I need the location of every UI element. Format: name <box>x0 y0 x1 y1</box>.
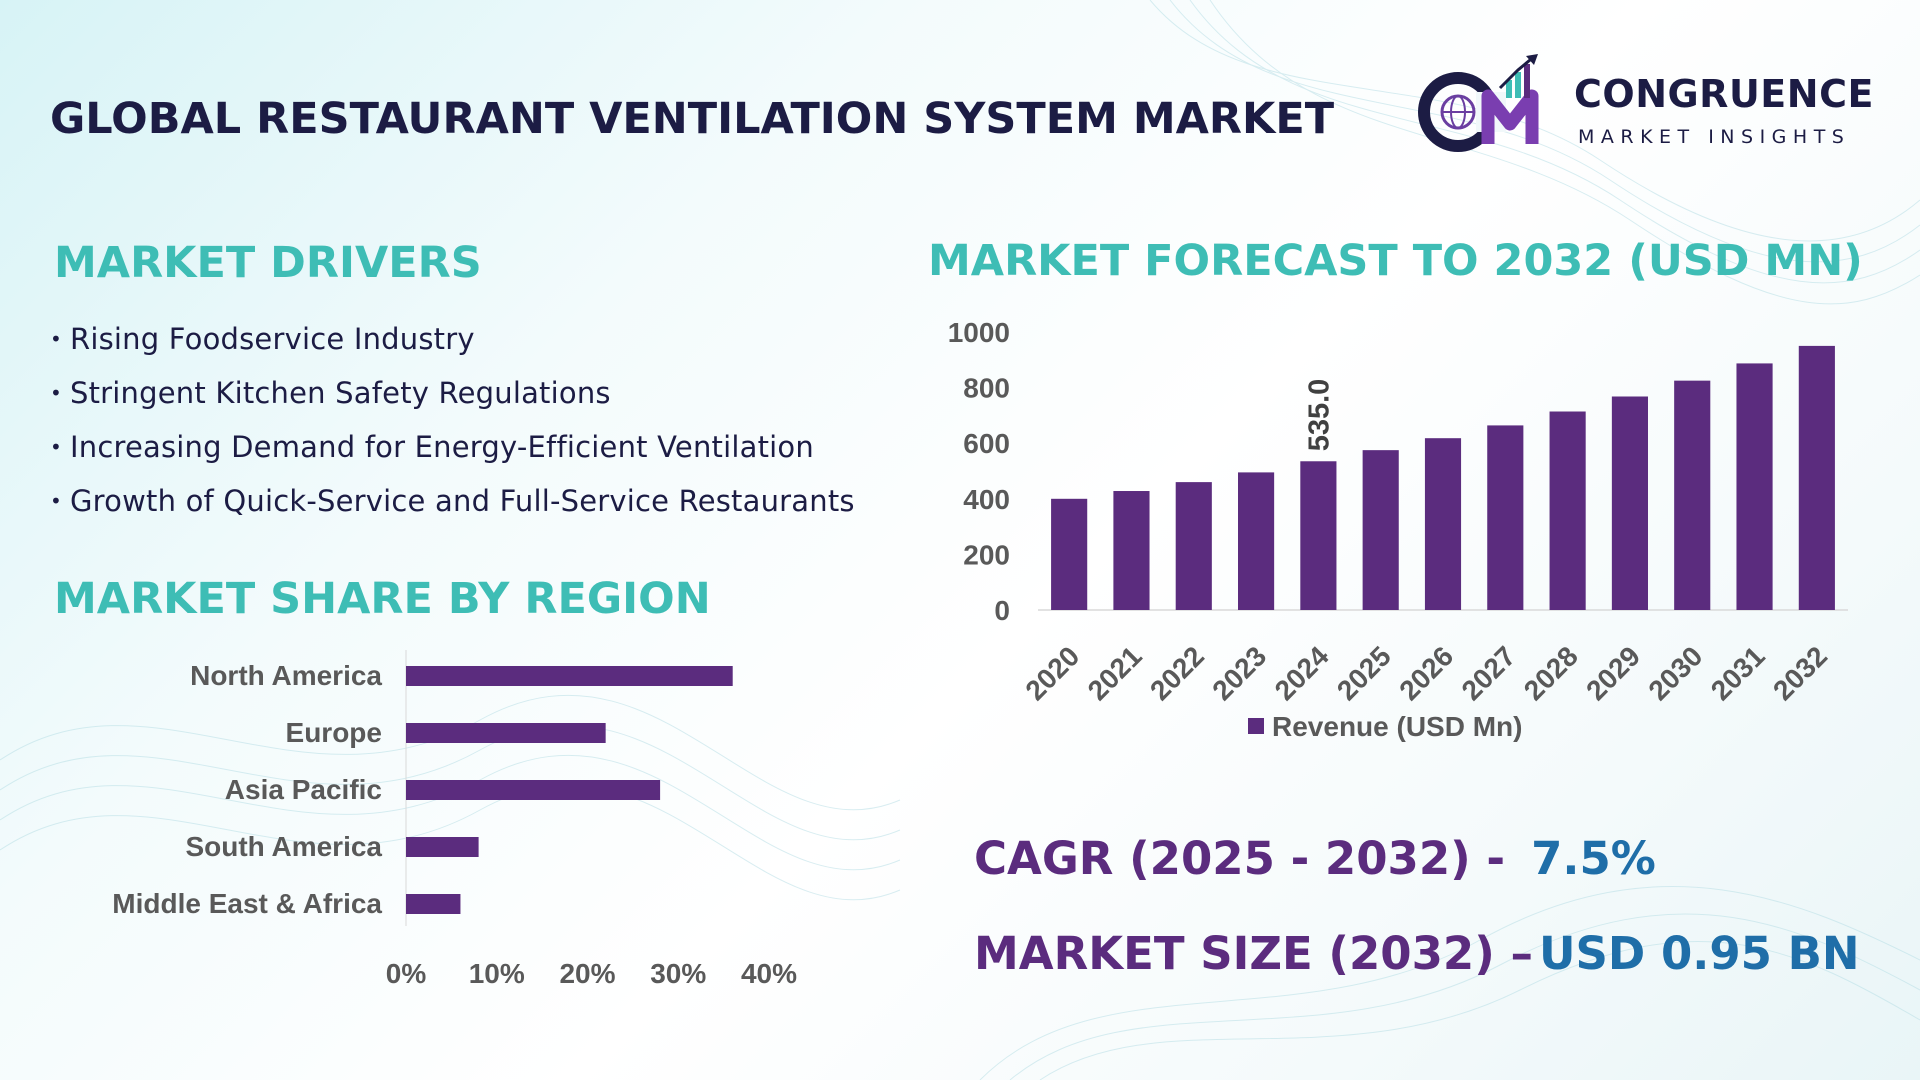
region-x-tick-label: 0% <box>386 958 427 989</box>
region-bar <box>406 723 606 743</box>
bullet-icon: • <box>50 489 62 513</box>
forecast-x-tick-label: 2021 <box>1082 640 1148 706</box>
forecast-x-tick-label: 2027 <box>1456 640 1522 706</box>
legend-label: Revenue (USD Mn) <box>1272 711 1522 742</box>
region-category-label: Middle East & Africa <box>112 888 382 919</box>
forecast-x-tick-label: 2023 <box>1206 640 1272 706</box>
forecast-x-tick-label: 2024 <box>1269 640 1335 706</box>
legend-swatch <box>1248 718 1264 734</box>
brand-subtitle: MARKET INSIGHTS <box>1578 126 1851 148</box>
forecast-bar <box>1487 425 1524 610</box>
forecast-x-tick-label: 2029 <box>1580 640 1646 706</box>
region-category-label: North America <box>190 660 382 691</box>
brand-logo: CONGRUENCE MARKET INSIGHTS <box>1418 52 1888 162</box>
market-size-stat: MARKET SIZE (2032) – USD 0.95 BN <box>974 927 1860 980</box>
region-category-label: Europe <box>286 717 382 748</box>
forecast-y-tick-label: 1000 <box>948 317 1010 348</box>
market-forecast-title: MARKET FORECAST TO 2032 (USD MN) <box>928 236 1863 286</box>
forecast-x-tick-label: 2032 <box>1767 640 1833 706</box>
brand-name: CONGRUENCE <box>1574 72 1874 116</box>
driver-text: Stringent Kitchen Safety Regulations <box>70 376 611 410</box>
region-x-tick-label: 40% <box>741 958 797 989</box>
region-x-tick-label: 10% <box>469 958 525 989</box>
region-category-label: South America <box>185 831 382 862</box>
region-bar <box>406 666 733 686</box>
forecast-bar <box>1300 461 1337 610</box>
forecast-x-tick-label: 2031 <box>1705 640 1771 706</box>
market-size-label: MARKET SIZE (2032) – <box>974 927 1533 980</box>
bullet-icon: • <box>50 327 62 351</box>
forecast-bar <box>1362 450 1399 610</box>
forecast-y-tick-label: 600 <box>963 428 1010 459</box>
forecast-data-label: 535.0 <box>1303 379 1335 452</box>
market-share-region-title: MARKET SHARE BY REGION <box>54 574 711 624</box>
driver-item: • Increasing Demand for Energy-Efficient … <box>50 430 855 484</box>
driver-item: • Growth of Quick-Service and Full-Servic… <box>50 484 855 538</box>
driver-item: • Stringent Kitchen Safety Regulations <box>50 376 855 430</box>
cagr-label: CAGR (2025 - 2032) - <box>974 832 1506 885</box>
market-size-value: USD 0.95 BN <box>1538 927 1860 980</box>
forecast-x-tick-label: 2030 <box>1643 640 1709 706</box>
forecast-bar <box>1736 363 1773 610</box>
forecast-bar <box>1424 438 1462 610</box>
region-category-label: Asia Pacific <box>225 774 382 805</box>
forecast-bar <box>1798 345 1835 610</box>
market-drivers-title: MARKET DRIVERS <box>54 238 482 288</box>
forecast-x-tick-label: 2028 <box>1518 640 1584 706</box>
forecast-bar <box>1238 472 1275 610</box>
bullet-icon: • <box>50 381 62 405</box>
region-bar <box>406 780 661 800</box>
driver-text: Rising Foodservice Industry <box>70 322 475 356</box>
driver-text: Growth of Quick-Service and Full-Service… <box>70 484 855 518</box>
brand-logo-mark <box>1418 54 1539 152</box>
driver-text: Increasing Demand for Energy-Efficient V… <box>70 430 814 464</box>
forecast-bar <box>1549 411 1586 610</box>
region-bar <box>406 894 461 914</box>
forecast-bar <box>1175 482 1212 610</box>
forecast-bar <box>1051 498 1088 610</box>
driver-item: • Rising Foodservice Industry <box>50 322 855 376</box>
forecast-x-tick-label: 2020 <box>1019 640 1085 706</box>
cagr-stat: CAGR (2025 - 2032) - 7.5% <box>974 832 1656 885</box>
forecast-y-tick-label: 200 <box>963 539 1010 570</box>
forecast-y-tick-label: 0 <box>994 595 1010 626</box>
forecast-bar <box>1674 380 1711 610</box>
forecast-bar <box>1611 396 1648 610</box>
forecast-x-tick-label: 2025 <box>1331 640 1397 706</box>
forecast-y-tick-label: 400 <box>963 484 1010 515</box>
forecast-x-tick-label: 2026 <box>1393 640 1459 706</box>
region-bar <box>406 837 479 857</box>
region-share-chart: North America Europe Asia Pacific South Ame… <box>112 650 797 989</box>
forecast-y-tick-label: 800 <box>963 373 1010 404</box>
page-title: GLOBAL RESTAURANT VENTILATION SYSTEM MAR… <box>50 94 1335 144</box>
market-drivers-list: • Rising Foodservice Industry • Stringent … <box>50 322 855 538</box>
market-forecast-chart: 0200400600800100020202021202220232024202… <box>948 317 1848 742</box>
region-x-tick-label: 20% <box>559 958 615 989</box>
region-x-tick-label: 30% <box>650 958 706 989</box>
cagr-value: 7.5% <box>1531 832 1656 885</box>
forecast-x-tick-label: 2022 <box>1144 640 1210 706</box>
bullet-icon: • <box>50 435 62 459</box>
forecast-bar <box>1113 491 1150 610</box>
